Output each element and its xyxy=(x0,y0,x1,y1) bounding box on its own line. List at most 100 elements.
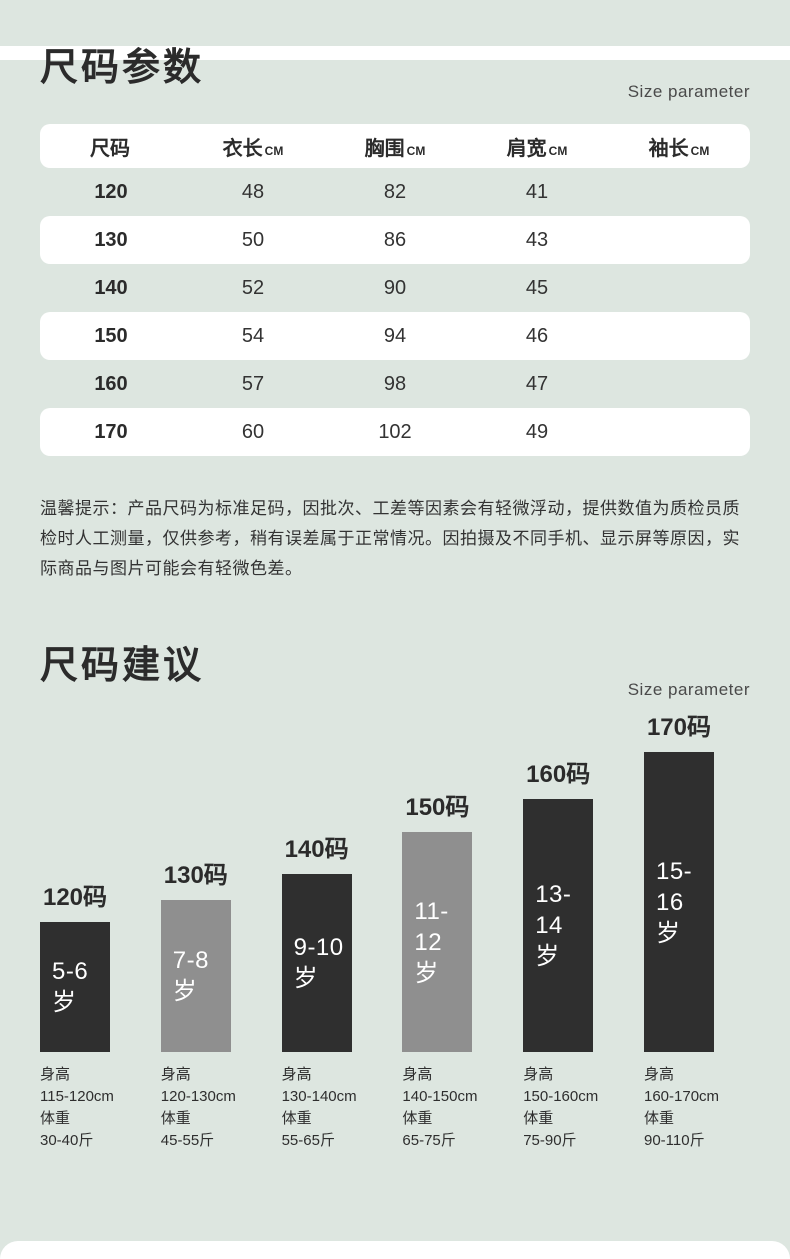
bar-column-160: 160码 13-14 岁 身高 150-160cm 体重 75-90斤 xyxy=(523,702,629,1152)
bar-age-years: 11-12 xyxy=(414,897,449,956)
cell-length: 57 xyxy=(241,372,265,395)
bar-age-years: 15-16 xyxy=(655,857,693,916)
bar-age-years: 9-10 xyxy=(293,934,344,961)
cell-chest: 90 xyxy=(383,276,407,299)
table-row-140: 140 52 90 45 xyxy=(40,264,750,312)
bar-130: 7-8 岁 xyxy=(160,900,231,1052)
cell-length: 48 xyxy=(241,180,265,203)
cell-size: 130 xyxy=(94,228,128,251)
cell-size: 120 xyxy=(94,180,128,203)
bar-info-140: 身高 130-140cm 体重 55-65斤 xyxy=(282,1064,388,1152)
cell-shoulder: 43 xyxy=(525,228,549,251)
height-value: 120-130cm xyxy=(160,1088,236,1105)
bar-160: 13-14 岁 xyxy=(523,799,594,1052)
table-row-160: 160 57 98 47 xyxy=(40,360,750,408)
weight-value: 75-90斤 xyxy=(523,1132,577,1149)
cell-length: 60 xyxy=(241,420,265,443)
size-params-subtitle: Size parameter xyxy=(627,82,750,101)
bar-size-label: 130码 xyxy=(163,862,228,889)
bar-size-label: 150码 xyxy=(405,794,470,821)
col-header-size: 尺码 xyxy=(90,137,130,160)
weight-value: 65-75斤 xyxy=(402,1132,456,1149)
cell-chest: 98 xyxy=(383,372,407,395)
bar-size-label: 120码 xyxy=(42,884,108,911)
cell-chest: 94 xyxy=(383,324,407,347)
next-card-edge xyxy=(0,1241,790,1259)
bar-age-unit: 岁 xyxy=(293,965,319,992)
cell-shoulder: 47 xyxy=(525,372,549,395)
cell-chest: 86 xyxy=(383,228,407,251)
bar-age-unit: 岁 xyxy=(535,943,560,970)
height-value: 150-160cm xyxy=(523,1088,599,1105)
cell-length: 52 xyxy=(241,276,265,299)
size-table: 尺码 衣长 CM 胸围 CM 肩宽 CM 袖长 CM 120 48 82 41 130 … xyxy=(40,124,750,456)
cell-shoulder: 41 xyxy=(525,180,549,203)
cell-chest: 102 xyxy=(378,420,412,443)
bar-column-120: 120码 5-6 岁 身高 115-120cm 体重 30-40斤 xyxy=(40,702,146,1152)
bar-info-120: 身高 115-120cm 体重 30-40斤 xyxy=(40,1064,146,1152)
bar-140: 9-10 岁 xyxy=(281,874,352,1052)
bar-info-160: 身高 150-160cm 体重 75-90斤 xyxy=(523,1064,629,1152)
height-value: 140-150cm xyxy=(402,1088,478,1105)
cell-shoulder: 46 xyxy=(525,324,549,347)
height-value: 130-140cm xyxy=(281,1088,357,1105)
bar-size-label: 160码 xyxy=(526,761,591,788)
col-header-shoulder: 肩宽 CM xyxy=(506,137,568,160)
weight-label: 体重 xyxy=(40,1110,71,1127)
bar-120: 5-6 岁 xyxy=(40,922,110,1052)
size-params-title: 尺码参数 xyxy=(40,47,205,89)
cell-size: 140 xyxy=(94,276,128,299)
col-header-chest: 胸围 CM xyxy=(364,137,426,160)
size-suggestion-header: 尺码建议 Size parameter xyxy=(40,644,750,699)
weight-value: 90-110斤 xyxy=(643,1132,705,1149)
height-label: 身高 xyxy=(523,1066,554,1083)
bar-size-label: 140码 xyxy=(284,836,349,863)
bar-info-130: 身高 120-130cm 体重 45-55斤 xyxy=(161,1064,267,1152)
cell-length: 50 xyxy=(241,228,265,251)
col-header-sleeve: 袖长 CM xyxy=(648,137,710,160)
cell-shoulder: 49 xyxy=(525,420,549,443)
size-params-header: 尺码参数 Size parameter xyxy=(40,46,750,101)
col-header-length: 衣长 CM xyxy=(222,137,284,160)
height-label: 身高 xyxy=(402,1066,433,1083)
height-label: 身高 xyxy=(281,1066,312,1083)
bar-age-years: 5-6 xyxy=(52,958,89,985)
bar-age-unit: 岁 xyxy=(655,919,681,947)
size-table-header-row: 尺码 衣长 CM 胸围 CM 肩宽 CM 袖长 CM xyxy=(40,124,750,168)
cell-shoulder: 45 xyxy=(525,276,549,299)
bar-size-label: 170码 xyxy=(646,714,711,741)
cell-size: 150 xyxy=(94,324,128,347)
weight-value: 30-40斤 xyxy=(40,1132,94,1149)
cell-chest: 82 xyxy=(383,180,407,203)
weight-label: 体重 xyxy=(281,1110,312,1127)
previous-card-edge xyxy=(0,46,790,60)
cell-size: 170 xyxy=(94,420,128,443)
height-label: 身高 xyxy=(40,1066,71,1083)
height-value: 115-120cm xyxy=(40,1088,114,1105)
weight-label: 体重 xyxy=(160,1110,191,1127)
size-suggestion-title: 尺码建议 xyxy=(40,645,205,687)
bar-column-170: 170码 15-16 岁 身高 160-170cm 体重 90-110斤 xyxy=(643,702,750,1152)
size-chart-infographic: 尺码参数 Size parameter 尺码 衣长 CM 胸围 CM 肩宽 CM 袖长… xyxy=(0,46,790,1152)
bar-age-years: 13-14 xyxy=(535,881,572,939)
bar-age-years: 7-8 xyxy=(172,947,209,974)
bar-info-170: 身高 160-170cm 体重 90-110斤 xyxy=(644,1064,750,1152)
cell-size: 160 xyxy=(94,372,128,395)
table-row-120: 120 48 82 41 xyxy=(40,168,750,216)
weight-value: 45-55斤 xyxy=(160,1132,215,1149)
weight-label: 体重 xyxy=(523,1110,554,1127)
cell-length: 54 xyxy=(241,324,265,347)
bar-age-unit: 岁 xyxy=(52,989,77,1016)
weight-label: 体重 xyxy=(643,1110,674,1127)
bar-column-150: 150码 11-12 岁 身高 140-150cm 体重 65-75斤 xyxy=(402,702,508,1152)
bar-age-unit: 岁 xyxy=(172,978,198,1005)
height-label: 身高 xyxy=(160,1066,191,1083)
table-row-130: 130 50 86 43 xyxy=(40,216,750,264)
bar-info-150: 身高 140-150cm 体重 65-75斤 xyxy=(402,1064,508,1152)
bar-age-unit: 岁 xyxy=(414,959,439,987)
table-row-170: 170 60 102 49 xyxy=(40,408,750,456)
bar-170: 15-16 岁 xyxy=(643,752,714,1052)
notice-text: 温馨提示：产品尺码为标准足码，因批次、工差等因素会有轻微浮动，提供数值为质检员质… xyxy=(40,499,740,578)
table-row-150: 150 54 94 46 xyxy=(40,312,750,360)
size-suggestion-subtitle: Size parameter xyxy=(627,680,750,699)
